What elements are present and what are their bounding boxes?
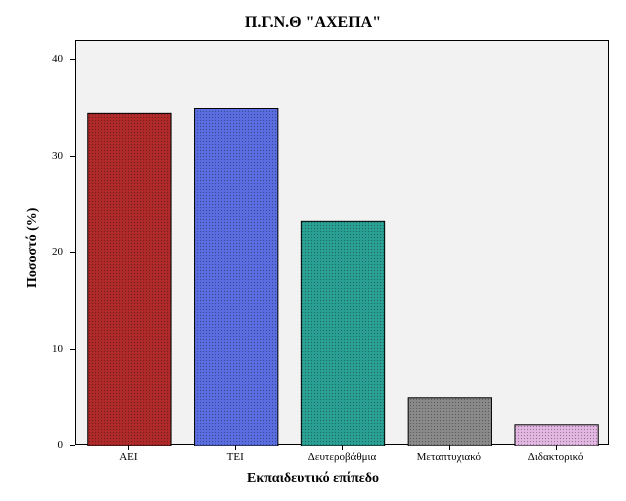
- xtick-mark: [128, 445, 129, 450]
- xtick-label: ΑΕΙ: [119, 451, 137, 463]
- xtick-mark: [235, 445, 236, 450]
- bar-pattern: [195, 109, 278, 447]
- bars-group: [88, 109, 599, 447]
- chart-container: Π.Γ.Ν.Θ "ΑΧΕΠΑ" Ποσοστό (%) Εκπαιδευτικό…: [0, 0, 626, 501]
- xtick-label: Διδακτορικό: [528, 451, 584, 463]
- ytick-label: 10: [0, 343, 63, 355]
- x-axis-label: Εκπαιδευτικό επίπεδο: [0, 471, 626, 487]
- xtick-label: Μεταπτυχιακό: [417, 451, 481, 463]
- ytick-label: 0: [0, 439, 63, 451]
- bars-svg: [76, 41, 610, 446]
- bar-pattern: [88, 113, 171, 446]
- plot-area: [75, 40, 609, 445]
- chart-title: Π.Γ.Ν.Θ "ΑΧΕΠΑ": [0, 14, 626, 32]
- ytick-mark: [70, 59, 75, 60]
- ytick-label: 30: [0, 150, 63, 162]
- ytick-mark: [70, 252, 75, 253]
- ytick-label: 40: [0, 53, 63, 65]
- xtick-mark: [449, 445, 450, 450]
- ytick-label: 20: [0, 246, 63, 258]
- xtick-mark: [342, 445, 343, 450]
- xtick-label: ΤΕΙ: [227, 451, 244, 463]
- ytick-mark: [70, 349, 75, 350]
- bar-pattern: [301, 221, 384, 446]
- xtick-mark: [556, 445, 557, 450]
- bar-pattern: [515, 425, 598, 446]
- xtick-label: Δευτεροβάθμια: [308, 451, 376, 463]
- ytick-mark: [70, 445, 75, 446]
- bar-pattern: [408, 398, 491, 446]
- ytick-mark: [70, 156, 75, 157]
